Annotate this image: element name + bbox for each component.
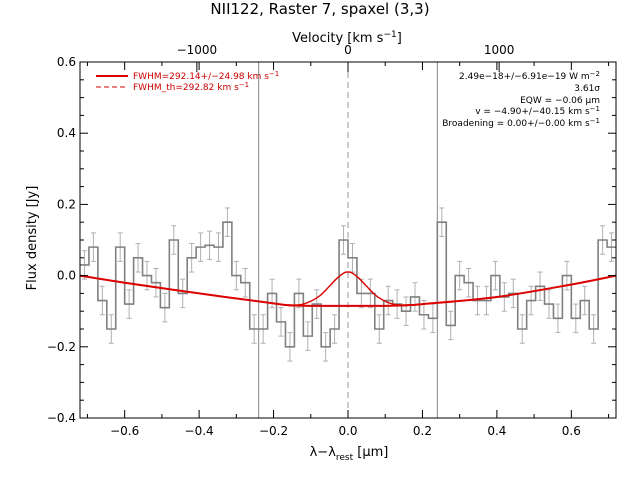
annotation-broadening: Broadening = 0.00+/−0.00 km s−1 — [442, 117, 600, 129]
spectrum-series — [80, 221, 616, 348]
fit-line — [273, 271, 423, 306]
x-tick-label: −0.4 — [185, 424, 214, 438]
y-tick-label: 0.6 — [57, 55, 76, 69]
y-tick-label: −0.2 — [47, 340, 76, 354]
y-tick-label: 0.2 — [57, 197, 76, 211]
legend-label-fwhm-th: FWHM_th=292.82 km s−1 — [133, 81, 249, 93]
x-tick-label: 0.0 — [338, 424, 357, 438]
x-axis-label: λ−λrest [μm] — [310, 445, 389, 463]
annotation-sigma: 3.61σ — [574, 84, 600, 94]
y-tick-label: 0.4 — [57, 126, 76, 140]
top-axis-label: Velocity [km s−1] — [292, 30, 402, 46]
y-axis-label: Flux density [Jy] — [25, 186, 40, 291]
annotation-flux: 2.49e−18+/−6.91e−19 W m−2 — [459, 70, 600, 82]
model-series — [79, 271, 617, 307]
chart-title: NII122, Raster 7, spaxel (3,3) — [210, 0, 429, 18]
y-tick-label: −0.4 — [47, 411, 76, 425]
axes: −0.6 −0.4 −0.2 0.0 0.2 0.4 0.6 −1000 0 1000 −0.4 −0… — [47, 43, 617, 438]
top-tick-label: −1000 — [177, 43, 218, 57]
legend-label-fwhm: FWHM=292.14+/−24.98 km s−1 — [133, 70, 279, 82]
x-tick-label: −0.6 — [110, 424, 139, 438]
top-tick-label: 1000 — [484, 43, 515, 57]
annotation-velocity: v = −4.90+/−40.15 km s−1 — [475, 105, 600, 117]
annotation-eqw: EQW = −0.06 μm — [520, 96, 600, 106]
top-tick-label: 0 — [344, 43, 352, 57]
fit-annotations: 2.49e−18+/−6.91e−19 W m−2 3.61σ EQW = −0… — [442, 70, 600, 129]
spectrum-step-line — [80, 221, 616, 348]
y-tick-label: 0.0 — [57, 269, 76, 283]
x-tick-label: −0.2 — [259, 424, 288, 438]
legend: FWHM=292.14+/−24.98 km s−1 FWHM_th=292.8… — [96, 70, 279, 93]
x-tick-label: 0.6 — [562, 424, 581, 438]
continuum-line — [79, 274, 617, 307]
x-tick-label: 0.2 — [413, 424, 432, 438]
x-tick-label: 0.4 — [487, 424, 506, 438]
